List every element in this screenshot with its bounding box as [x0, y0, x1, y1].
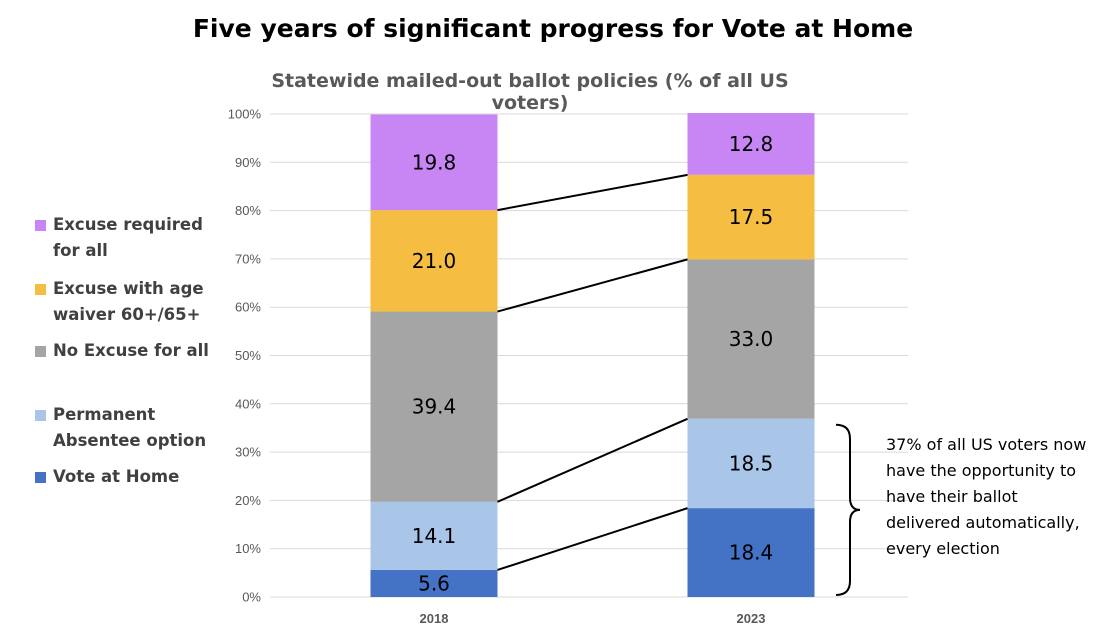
data-label: 5.6: [418, 571, 450, 595]
chart-title: Five years of significant progress for V…: [192, 14, 914, 43]
connector-line: [497, 258, 688, 313]
bar-segment: [687, 113, 815, 175]
y-tick-label: 30%: [235, 445, 261, 460]
data-label: 39.4: [412, 395, 457, 419]
bars: [370, 113, 815, 597]
legend-label: Excuse with age waiver 60+/65+: [53, 279, 204, 324]
bar-segment: [370, 114, 498, 211]
y-tick-label: 100%: [228, 107, 262, 122]
data-label: 17.5: [729, 205, 774, 229]
legend-label: Permanent Absentee option: [53, 405, 207, 450]
connector-line: [497, 507, 688, 571]
bar-segment: [370, 569, 498, 597]
data-label: 33.0: [729, 327, 774, 351]
y-tick-label: 40%: [235, 396, 261, 411]
legend-swatch: [35, 410, 46, 421]
data-labels: 5.6 14.1 39.4 21.0 19.8 18.4 18.5 33.0 17.5 12.8: [412, 132, 774, 596]
legend-label: Excuse required for all: [53, 215, 203, 260]
data-label: 12.8: [729, 132, 774, 156]
legend-swatch: [35, 472, 46, 483]
connector-line: [497, 173, 688, 212]
bar-segment: [370, 501, 498, 570]
legend-label: No Excuse for all: [53, 341, 209, 360]
bar-segment: [687, 174, 815, 260]
bar-segment: [370, 311, 498, 502]
bar-segment: [687, 259, 815, 419]
y-tick-label: 60%: [235, 300, 261, 315]
chart-subtitle: Statewide mailed-out ballot policies (% …: [271, 70, 789, 114]
data-label: 19.8: [412, 150, 457, 174]
y-tick-label: 10%: [235, 541, 261, 556]
annotation-bracket: [835, 423, 861, 596]
connector-lines: [497, 173, 688, 571]
y-axis-ticks: 0% 10% 20% 30% 40% 50% 60% 70% 80% 90% 100%: [228, 107, 262, 605]
bar-segment: [687, 508, 815, 597]
y-tick-label: 70%: [235, 251, 261, 266]
data-label: 18.5: [729, 451, 774, 475]
y-tick-label: 0%: [242, 590, 261, 605]
data-label: 18.4: [729, 541, 774, 565]
y-tick-label: 50%: [235, 348, 261, 363]
y-tick-label: 90%: [235, 155, 261, 170]
bar-segment: [370, 210, 498, 312]
y-tick-label: 20%: [235, 493, 261, 508]
data-label: 21.0: [412, 249, 457, 273]
data-label: 14.1: [412, 524, 457, 548]
annotation-text: 37% of all US voters now have the opport…: [886, 435, 1087, 558]
legend-swatch: [35, 220, 46, 231]
legend-swatch: [35, 346, 46, 357]
connector-line: [497, 417, 688, 503]
x-tick-label: 2018: [420, 611, 449, 626]
x-axis-ticks: 2018 2023: [420, 611, 766, 626]
legend-label: Vote at Home: [53, 467, 180, 486]
x-tick-label: 2023: [737, 611, 766, 626]
legend-swatch: [35, 284, 46, 295]
y-tick-label: 80%: [235, 203, 261, 218]
bar-segment: [687, 418, 815, 509]
